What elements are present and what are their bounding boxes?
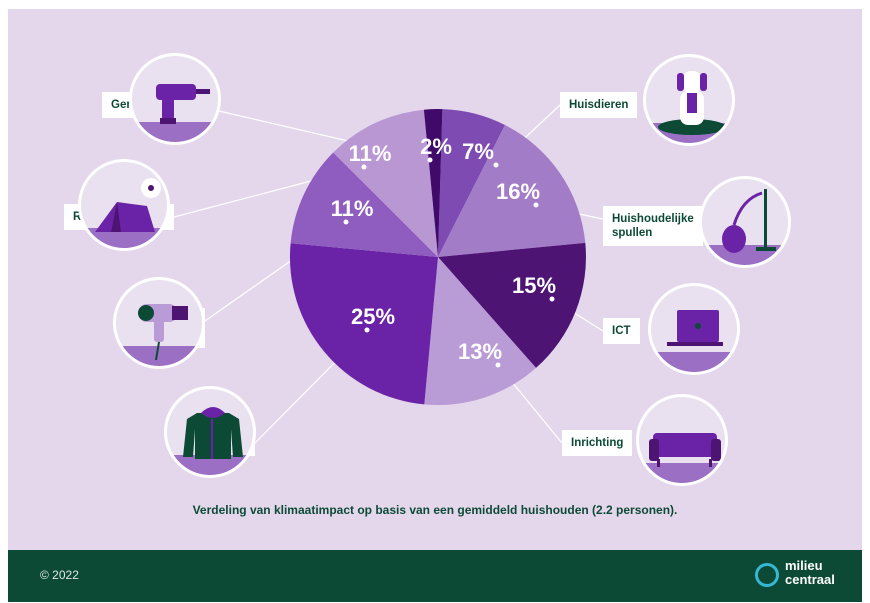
leader-dot	[493, 162, 499, 168]
logo-line-2: centraal	[785, 572, 835, 587]
slice-value-label: 25%	[351, 304, 395, 329]
slice-value-label: 16%	[496, 179, 540, 204]
category-label-line: Inrichting	[571, 437, 624, 449]
vacuum-cleaner-icon	[699, 176, 791, 268]
leader-dot	[361, 164, 367, 170]
leader-dot	[533, 202, 539, 208]
leader-dot	[549, 296, 555, 302]
slice-value-label: 13%	[458, 339, 502, 364]
slice-value-label: 11%	[349, 141, 392, 166]
pie-slice	[438, 242, 586, 368]
pie-slices	[289, 109, 586, 406]
pie-slice	[423, 109, 443, 257]
category-label: ICT	[603, 318, 640, 344]
slice-value-label: 7%	[462, 139, 494, 164]
logo-line-1: milieu	[785, 558, 823, 573]
milieu-centraal-logo-icon[interactable]	[755, 563, 779, 587]
sofa-icon	[636, 394, 728, 486]
leader-dot	[495, 362, 501, 368]
slice-value-label: 11%	[331, 196, 374, 221]
pie-slice	[289, 243, 438, 405]
category-label-line: Huisdieren	[569, 99, 629, 111]
tent-icon	[78, 159, 170, 251]
category-label-line: ICT	[612, 325, 631, 337]
drill-icon	[129, 53, 221, 145]
category-label-line: spullen	[612, 227, 653, 239]
category-label: Huisdieren	[560, 92, 638, 118]
category-label: Huishoudelijke spullen	[603, 206, 703, 246]
pie-slice	[438, 125, 586, 257]
hoodie-icon	[164, 386, 256, 478]
footer: © 2022 milieu centraal	[8, 550, 862, 602]
milieu-centraal-logo-text[interactable]: milieu centraal	[785, 559, 835, 587]
laptop-icon	[648, 283, 740, 375]
slice-value-label: 2%	[420, 134, 452, 159]
leader-dot	[364, 327, 370, 333]
pie-slice	[290, 152, 438, 257]
copyright-text: © 2022	[40, 568, 79, 582]
leader-dot	[427, 157, 433, 163]
pie-slice	[333, 109, 438, 257]
category-label-line: Huishoudelijke	[612, 213, 694, 225]
slice-value-label: 15%	[512, 273, 556, 298]
pie-slice	[438, 109, 505, 257]
category-label: Inrichting	[562, 430, 633, 456]
hairdryer-icon	[113, 277, 205, 369]
pie-slice	[424, 257, 536, 406]
leader-dot	[343, 219, 349, 225]
chart-caption: Verdeling van klimaatimpact op basis van…	[192, 503, 678, 517]
dog-icon	[643, 54, 735, 146]
value-labels: 7%16% 15% 13% 25% 11% 11% 2%	[331, 134, 556, 368]
